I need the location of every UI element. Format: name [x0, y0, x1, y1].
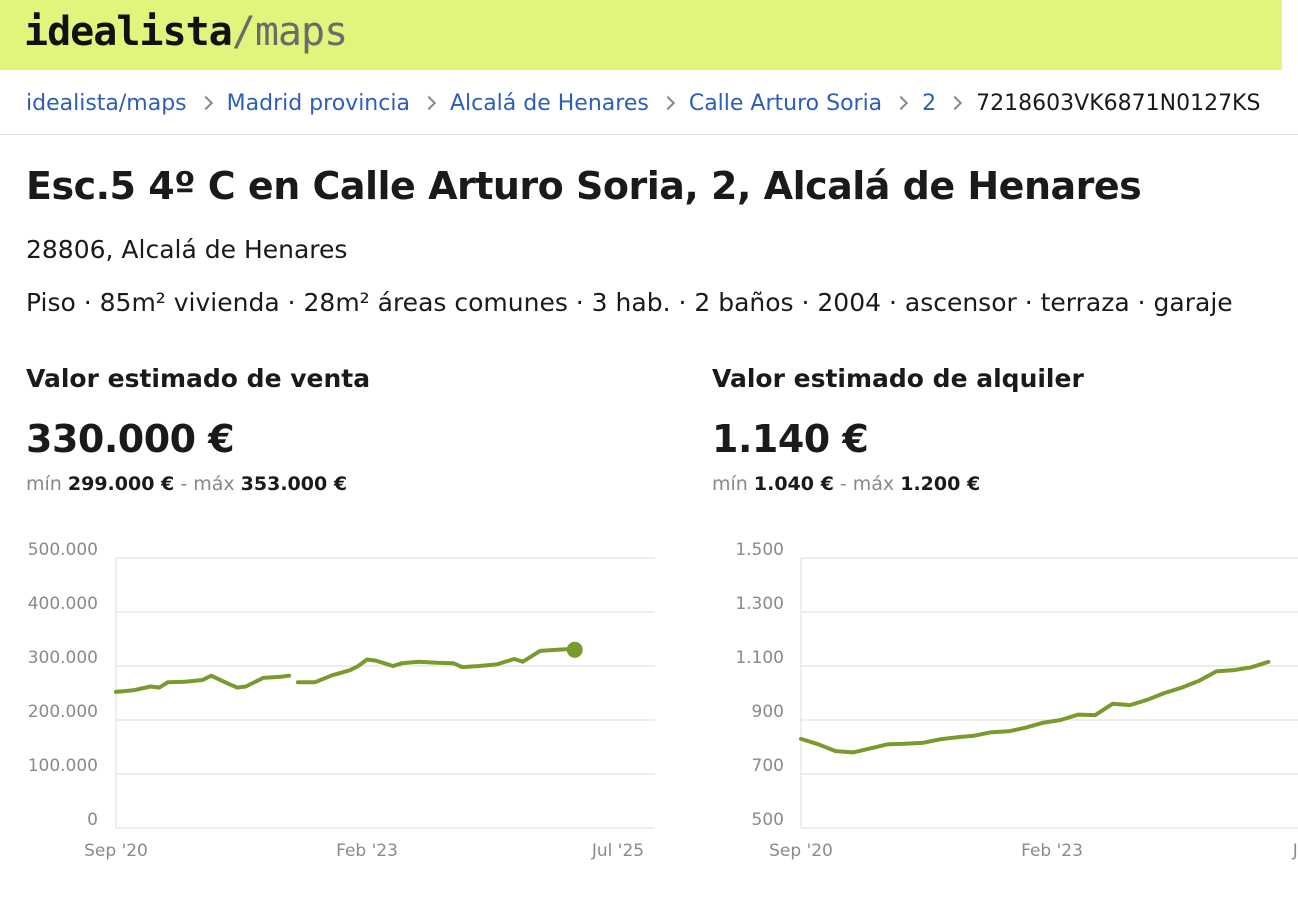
series-line-segment	[114, 673, 292, 694]
logo-suffix-text: /maps	[231, 9, 348, 55]
sale-estimate-panel: Valor estimado de venta 330.000 € mín 29…	[26, 364, 370, 495]
max-label: máx	[852, 473, 895, 495]
rent-estimate-range: mín 1.040 € - máx 1.200 €	[712, 473, 1084, 495]
y-tick-label: 1.100	[735, 648, 784, 668]
breadcrumb-link-province[interactable]: Madrid provincia	[226, 90, 410, 116]
min-label: mín	[26, 473, 62, 495]
page-title: Esc.5 4º C en Calle Arturo Soria, 2, Alc…	[26, 164, 1142, 208]
chevron-right-icon	[421, 95, 437, 111]
chevron-right-icon	[198, 95, 213, 111]
breadcrumb-current-cadastral-ref: 7218603VK6871N0127KS	[976, 90, 1261, 116]
y-tick-label: 100.000	[28, 756, 98, 776]
y-tick-label: 500.000	[28, 540, 98, 560]
x-tick-label: Sep '20	[84, 841, 148, 861]
series-line-segment	[295, 647, 569, 685]
x-tick-label: Jul '25	[591, 841, 644, 861]
breadcrumb: idealista/maps Madrid provincia Alcalá d…	[26, 88, 1260, 118]
y-tick-label: 1.500	[735, 540, 784, 560]
sale-estimate-range: mín 299.000 € - máx 353.000 €	[26, 473, 370, 495]
header-bar: idealista/maps	[0, 0, 1282, 70]
y-tick-label: 500	[752, 810, 784, 830]
rent-estimate-panel: Valor estimado de alquiler 1.140 € mín 1…	[712, 364, 1084, 495]
x-tick-label: Feb '23	[336, 841, 398, 861]
breadcrumb-link-city[interactable]: Alcalá de Henares	[449, 90, 649, 116]
rent-estimate-label: Valor estimado de alquiler	[712, 364, 1084, 393]
y-tick-label: 1.300	[735, 594, 784, 614]
x-tick-label: Jul	[1292, 841, 1298, 861]
min-label: mín	[712, 473, 748, 495]
idealista-maps-logo[interactable]: idealista/maps	[24, 6, 348, 58]
series-line-segment	[799, 659, 1271, 755]
sale-estimate-value: 330.000 €	[26, 417, 235, 461]
rent-min-value: 1.040 €	[753, 473, 834, 495]
x-tick-label: Sep '20	[769, 841, 833, 861]
y-tick-label: 400.000	[28, 594, 98, 614]
chevron-right-icon	[948, 95, 963, 111]
y-tick-label: 200.000	[28, 702, 98, 722]
breadcrumb-link-street[interactable]: Calle Arturo Soria	[688, 90, 883, 116]
chevron-right-icon	[660, 95, 675, 111]
sale-max-value: 353.000 €	[240, 473, 348, 495]
property-features: Piso · 85m² vivienda · 28m² áreas comune…	[26, 288, 1233, 317]
range-dash: -	[839, 473, 847, 495]
logo-brand-text: idealista	[24, 9, 233, 55]
sale-estimate-label: Valor estimado de venta	[26, 364, 371, 393]
x-tick-label: Feb '23	[1021, 841, 1083, 861]
max-label: máx	[193, 473, 235, 495]
breadcrumb-link-home[interactable]: idealista/maps	[26, 90, 187, 116]
rent-max-value: 1.200 €	[900, 473, 981, 495]
rent-estimate-value: 1.140 €	[712, 417, 869, 461]
y-tick-label: 700	[752, 756, 784, 776]
y-tick-label: 900	[752, 702, 784, 722]
page-edge	[1282, 0, 1298, 898]
rent-value-history-chart[interactable]: 500 700 900 1.100 1.300 1.500 Sep '20 Feb '23 Ju…	[700, 530, 1298, 870]
header-divider	[0, 134, 1298, 135]
range-dash: -	[180, 473, 188, 495]
y-tick-label: 0	[87, 810, 98, 830]
sale-value-history-chart[interactable]: 0 100.000 200.000 300.000 400.000 500.000 Sep …	[0, 530, 680, 870]
current-value-point[interactable]	[566, 641, 583, 658]
sale-min-value: 299.000 €	[67, 473, 175, 495]
y-tick-label: 300.000	[28, 648, 98, 668]
property-address: 28806, Alcalá de Henares	[26, 235, 348, 264]
chevron-right-icon	[894, 95, 909, 111]
breadcrumb-link-number[interactable]: 2	[922, 90, 937, 116]
